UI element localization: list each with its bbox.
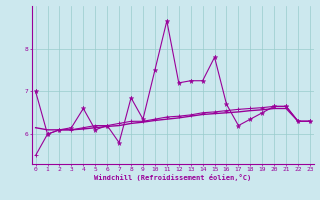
X-axis label: Windchill (Refroidissement éolien,°C): Windchill (Refroidissement éolien,°C) xyxy=(94,174,252,181)
